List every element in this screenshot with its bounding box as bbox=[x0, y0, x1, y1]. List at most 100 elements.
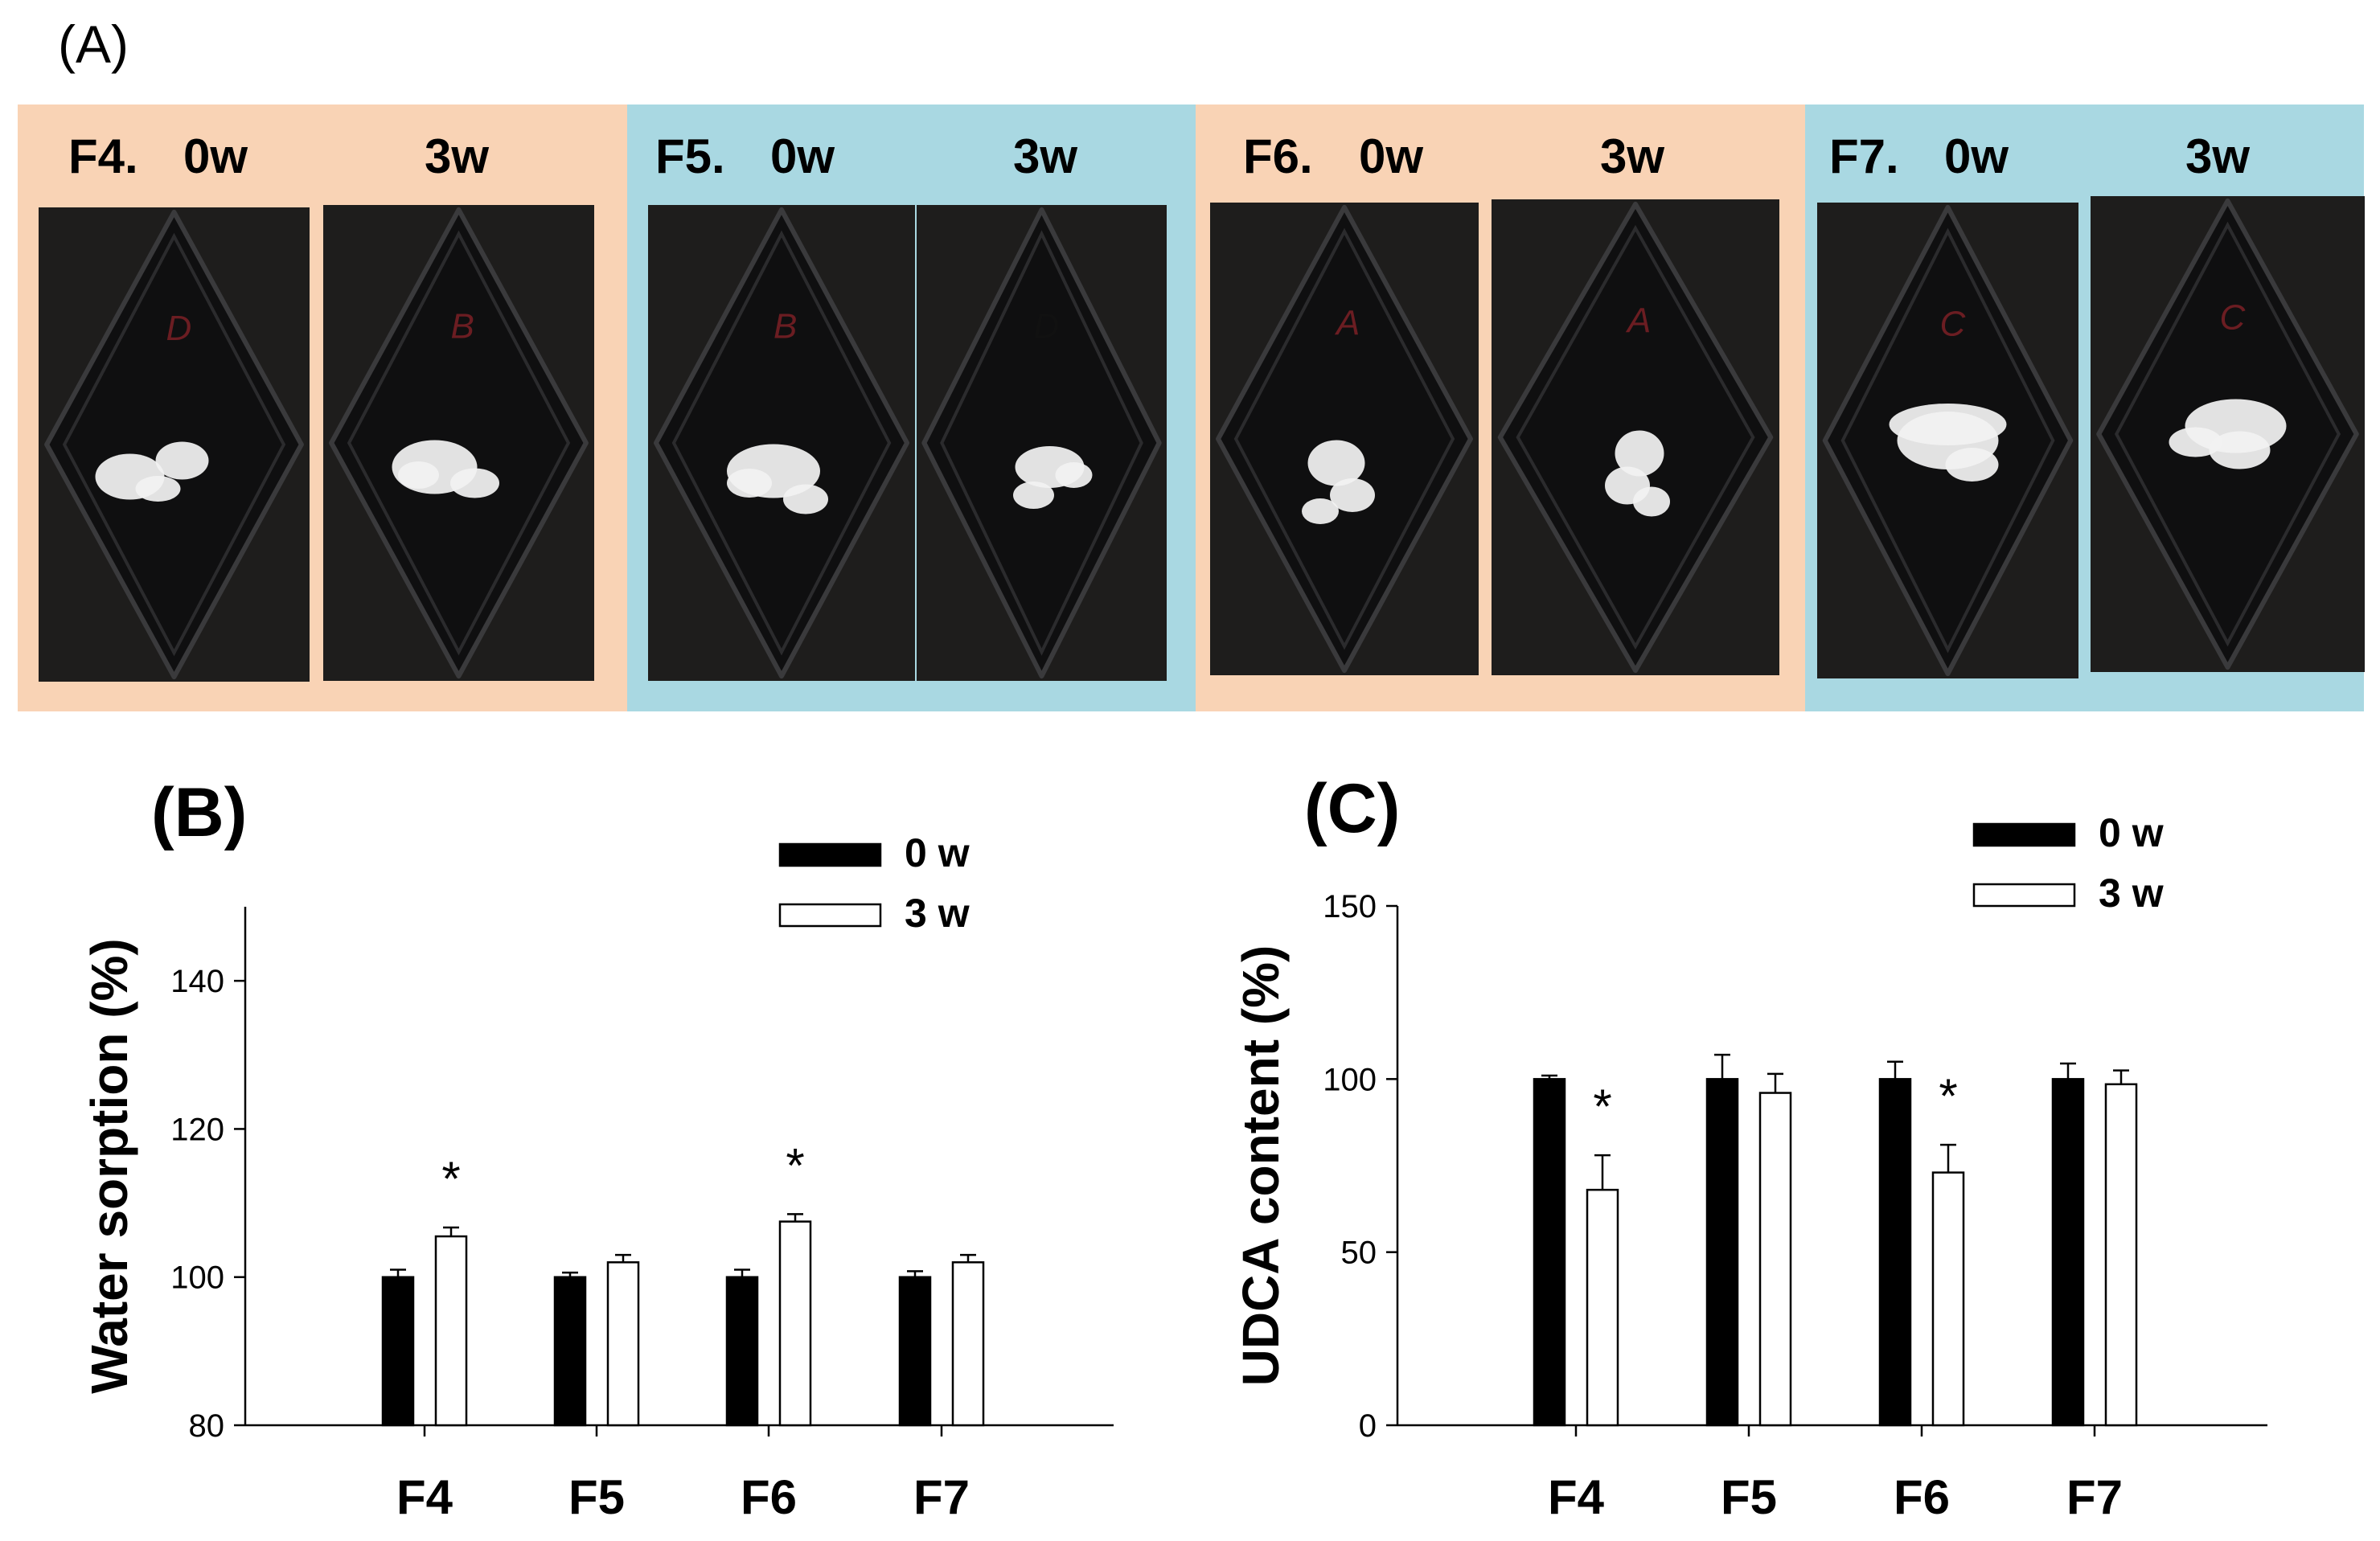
powder-sample bbox=[1615, 430, 1664, 477]
bar-0w bbox=[1878, 1078, 1912, 1427]
sample-name: F6. bbox=[1243, 129, 1313, 183]
powder-sample bbox=[398, 461, 439, 489]
tray bbox=[653, 207, 910, 679]
bar-3w bbox=[778, 1220, 812, 1427]
y-axis-title: UDCA content (%) bbox=[1232, 945, 1290, 1387]
powder-sample bbox=[1302, 498, 1339, 524]
powder-sample bbox=[450, 468, 499, 498]
time-label: 0w bbox=[770, 129, 835, 183]
sample-name: F4. bbox=[68, 129, 138, 183]
x-tick-label: F6 bbox=[741, 1470, 797, 1524]
bar-3w bbox=[606, 1261, 640, 1427]
powder-sample bbox=[155, 441, 209, 480]
significance-marker: * bbox=[441, 1152, 460, 1206]
powder-sample bbox=[1633, 486, 1670, 517]
tray-rim bbox=[1516, 224, 1755, 650]
y-tick-label: 100 bbox=[1323, 1062, 1377, 1097]
tray bbox=[329, 207, 589, 679]
bar-3w bbox=[1931, 1171, 1965, 1427]
time-label: 3w bbox=[1600, 129, 1664, 183]
bar-3w bbox=[1758, 1092, 1792, 1427]
bar-3w bbox=[434, 1235, 468, 1427]
tray-rim bbox=[62, 232, 286, 657]
significance-marker: * bbox=[1939, 1069, 1957, 1123]
legend-swatch bbox=[1972, 822, 2076, 847]
powder-sample bbox=[1330, 478, 1375, 512]
y-tick-label: 140 bbox=[170, 964, 224, 999]
powder-sample bbox=[1013, 482, 1054, 509]
powder-sample bbox=[1055, 462, 1093, 488]
tray-rim bbox=[347, 230, 571, 656]
legend-label: 0 w bbox=[2099, 810, 2164, 855]
time-label: 0w bbox=[183, 129, 248, 183]
time-label: 0w bbox=[1944, 129, 2009, 183]
legend-swatch bbox=[778, 842, 882, 867]
photo-panel: F4. 0w 3w D B F5. 0w 3w B D F6. 0w 3w A A F7. 0w 3w C C bbox=[18, 105, 2365, 711]
time-label: 3w bbox=[1013, 129, 1077, 183]
x-tick-label: F5 bbox=[568, 1470, 625, 1524]
tray-marker-letter: B bbox=[774, 306, 797, 346]
bar-0w bbox=[553, 1276, 587, 1427]
powder-sample bbox=[135, 476, 181, 502]
x-tick-label: F7 bbox=[913, 1470, 970, 1524]
tray-rim bbox=[1233, 227, 1455, 650]
tray-marker-letter: C bbox=[1940, 304, 1967, 343]
tray-rim bbox=[1840, 227, 2055, 654]
time-label: 3w bbox=[2185, 129, 2250, 183]
bar-0w bbox=[381, 1276, 415, 1427]
tray bbox=[921, 207, 1162, 679]
panel-a-label: (A) bbox=[58, 14, 129, 74]
powder-sample bbox=[1889, 404, 2007, 445]
legend-label: 3 w bbox=[2099, 871, 2164, 916]
panel-label: (C) bbox=[1304, 770, 1400, 847]
tray-marker-letter: A bbox=[1625, 301, 1651, 340]
bar-0w bbox=[1533, 1078, 1566, 1427]
powder-sample bbox=[1307, 440, 1365, 486]
panel-label: (B) bbox=[151, 774, 247, 851]
x-tick-label: F4 bbox=[396, 1470, 453, 1524]
significance-marker: * bbox=[786, 1138, 804, 1192]
bar-0w bbox=[2051, 1078, 2085, 1427]
bar-0w bbox=[1705, 1078, 1739, 1427]
tray-rim bbox=[671, 230, 892, 656]
tray-marker-letter: D bbox=[166, 309, 192, 348]
x-tick-label: F4 bbox=[1548, 1470, 1605, 1524]
legend-label: 3 w bbox=[905, 891, 970, 936]
x-tick-label: F7 bbox=[2066, 1470, 2123, 1524]
y-tick-label: 120 bbox=[170, 1112, 224, 1147]
bar-3w bbox=[951, 1261, 985, 1427]
y-tick-label: 150 bbox=[1323, 889, 1377, 924]
tray-marker-letter: B bbox=[451, 306, 474, 346]
tray-marker-letter: D bbox=[1034, 306, 1060, 346]
y-tick-label: 0 bbox=[1359, 1408, 1377, 1444]
legend-swatch bbox=[1972, 883, 2076, 908]
tray bbox=[1216, 204, 1473, 674]
sample-name: F5. bbox=[655, 129, 725, 183]
y-axis-title: Water sorption (%) bbox=[80, 938, 138, 1394]
bar-3w bbox=[2104, 1083, 2138, 1427]
sample-name: F7. bbox=[1829, 129, 1899, 183]
time-label: 3w bbox=[425, 129, 489, 183]
time-label: 0w bbox=[1359, 129, 1423, 183]
bar-0w bbox=[898, 1276, 932, 1427]
tray-rim bbox=[2114, 221, 2341, 647]
powder-sample bbox=[2169, 427, 2222, 457]
tray-rim bbox=[940, 230, 1143, 656]
bar-0w bbox=[725, 1276, 759, 1427]
y-tick-label: 80 bbox=[189, 1408, 225, 1444]
bar-3w bbox=[1586, 1188, 1619, 1427]
water-sorption-chart: (B) 80 100 120 140 Water sorption (%) F4 * F5 F6 *… bbox=[80, 774, 1114, 1524]
legend-label: 0 w bbox=[905, 830, 970, 875]
y-tick-label: 50 bbox=[1341, 1236, 1377, 1271]
legend-swatch bbox=[778, 903, 882, 928]
udca-content-chart: (C) 0 50 100 150 UDCA content (%) F4 * F5 F6 * F7 0 … bbox=[1232, 770, 2267, 1524]
powder-sample bbox=[2209, 431, 2271, 469]
powder-sample bbox=[1945, 448, 1999, 482]
tray-marker-letter: C bbox=[2220, 297, 2247, 337]
y-tick-label: 100 bbox=[170, 1260, 224, 1296]
x-tick-label: F6 bbox=[1894, 1470, 1950, 1524]
powder-sample bbox=[727, 469, 772, 498]
powder-sample bbox=[783, 484, 828, 514]
significance-marker: * bbox=[1593, 1080, 1611, 1133]
